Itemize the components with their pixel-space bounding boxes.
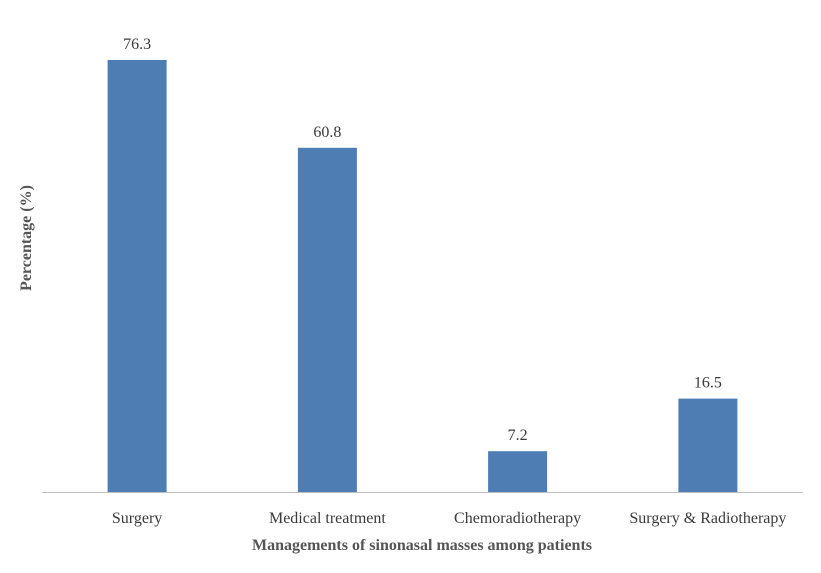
data-label-1: 60.8 [313, 124, 341, 141]
data-label-3: 16.5 [694, 375, 722, 392]
x-tick-label-1: Medical treatment [269, 510, 386, 527]
data-labels-group: 76.3 60.8 7.2 16.5 [123, 36, 722, 444]
bar-0 [107, 60, 167, 492]
bars-group [107, 60, 738, 493]
x-tick-labels-group: Surgery Medical treatment Chemoradiotherap… [112, 510, 786, 527]
x-tick-label-0: Surgery [112, 510, 162, 527]
data-label-2: 7.2 [508, 427, 528, 444]
y-axis-title: Percentage (%) [18, 185, 35, 291]
bar-1 [297, 147, 357, 493]
x-axis-title: Managements of sinonasal masses among pa… [252, 537, 592, 554]
bar-3 [678, 398, 738, 492]
x-tick-label-2: Chemoradiotherapy [454, 510, 581, 527]
data-label-0: 76.3 [123, 36, 151, 53]
x-tick-label-3: Surgery & Radiotherapy [629, 510, 786, 527]
bar-2 [488, 451, 548, 492]
